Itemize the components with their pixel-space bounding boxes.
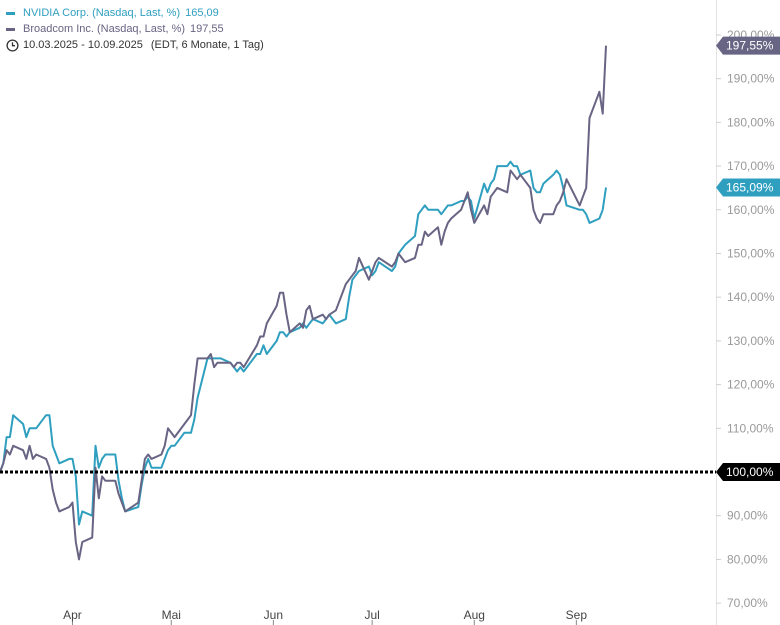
broadcom-value-tag-label: 197,55% <box>726 39 774 53</box>
x-tick-label: Jun <box>264 608 283 622</box>
x-tick-label: Apr <box>63 608 82 622</box>
broadcom-value-tag: 197,55% <box>716 36 780 55</box>
broadcom-value-tag-bg <box>716 36 780 55</box>
clock-icon <box>6 38 19 52</box>
baseline-value-tag: 100,00% <box>716 463 780 482</box>
y-tick-label: 180,00% <box>727 115 775 129</box>
nvidia-legend-label: NVIDIA Corp. (Nasdaq, Last, %) <box>23 7 181 19</box>
baseline-value-tag-label: 100,00% <box>726 465 774 479</box>
y-tick-label: 110,00% <box>727 421 774 435</box>
y-axis: 70,00% 80,00% 90,00% 110,00% 120,00% 130,00% 1… <box>716 28 775 610</box>
series-lines <box>0 45 607 561</box>
legend: NVIDIA Corp. (Nasdaq, Last, %) 165,09 Br… <box>6 5 264 53</box>
baseline-value-tag-bg <box>716 463 780 482</box>
legend-range: 10.03.2025 - 10.09.2025 (EDT, 6 Monate, … <box>6 37 264 53</box>
y-tick-label: 90,00% <box>727 509 768 523</box>
x-tick-label: Mai <box>162 608 181 622</box>
broadcom-line[interactable] <box>0 45 607 561</box>
y-tick-label: 190,00% <box>727 72 775 86</box>
y-tick-label: 80,00% <box>727 552 768 566</box>
nvidia-value-tag-label: 165,09% <box>726 181 774 195</box>
nvidia-legend-value: 165,09 <box>185 7 219 19</box>
y-tick-label: 160,00% <box>727 203 775 217</box>
y-tick-label: 150,00% <box>727 246 775 260</box>
date-range: 10.03.2025 - 10.09.2025 <box>23 39 143 51</box>
nvidia-swatch <box>6 11 15 15</box>
y-tick-label: 120,00% <box>727 378 775 392</box>
nvidia-line[interactable] <box>0 160 607 526</box>
x-axis: Apr Mai Jun Jul Aug Sep <box>63 608 587 625</box>
legend-item-broadcom[interactable]: Broadcom Inc. (Nasdaq, Last, %) 197,55 <box>6 21 264 37</box>
range-detail: (EDT, 6 Monate, 1 Tag) <box>150 39 264 51</box>
legend-item-nvidia[interactable]: NVIDIA Corp. (Nasdaq, Last, %) 165,09 <box>6 5 264 21</box>
y-tick-label: 70,00% <box>727 596 768 610</box>
x-tick-label: Sep <box>566 608 588 622</box>
broadcom-legend-label: Broadcom Inc. (Nasdaq, Last, %) <box>23 23 186 35</box>
nvidia-value-tag-bg <box>716 178 780 197</box>
y-tick-label: 170,00% <box>727 159 775 173</box>
y-tick-label: 130,00% <box>727 334 775 348</box>
value-tags: 165,09% 197,55% 100,00% <box>716 36 780 482</box>
x-tick-label: Jul <box>364 608 379 622</box>
nvidia-value-tag: 165,09% <box>716 178 780 197</box>
x-tick-label: Aug <box>464 608 485 622</box>
broadcom-legend-value: 197,55 <box>190 23 224 35</box>
broadcom-swatch <box>6 27 15 31</box>
y-tick-label: 140,00% <box>727 290 775 304</box>
